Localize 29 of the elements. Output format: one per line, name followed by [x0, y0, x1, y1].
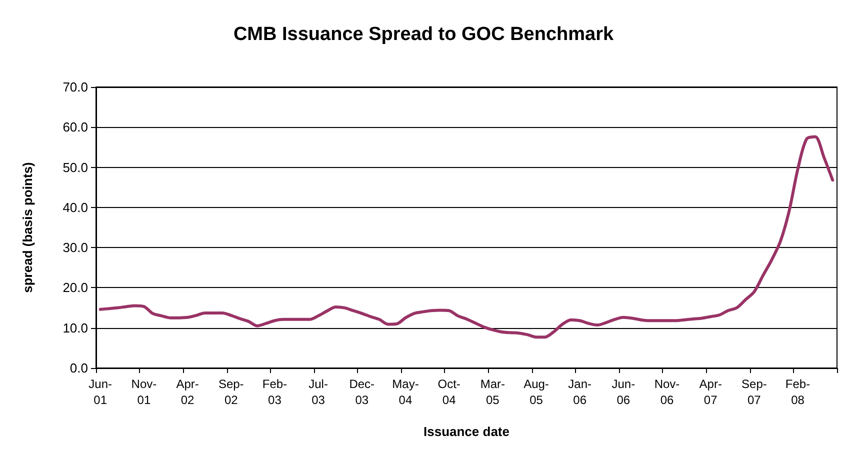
- y-tick-label: 10.0: [62, 320, 88, 336]
- x-tick-label: Nov-06: [654, 377, 680, 407]
- x-tick-label: Jun-01: [88, 377, 112, 407]
- x-tick-label: Dec-03: [349, 377, 375, 407]
- x-tick-label: Jun-06: [612, 377, 636, 407]
- y-tick-label: 0.0: [70, 360, 88, 376]
- x-tick-label: May-04: [392, 377, 419, 407]
- y-axis-title: spread (basis points): [20, 162, 35, 293]
- x-tick-label: Apr-07: [699, 377, 722, 407]
- line-series: [98, 135, 834, 339]
- y-tick-label: 60.0: [62, 120, 88, 135]
- x-tick-label: Nov-01: [131, 377, 157, 407]
- y-tick-label: 70.0: [62, 80, 88, 94]
- x-tick-label: Jul-03: [308, 377, 328, 407]
- x-tick-label: Feb-08: [785, 377, 810, 407]
- y-tick-label: 20.0: [62, 280, 88, 296]
- x-tick-label: Feb-03: [262, 377, 288, 407]
- x-tick-label: Jan-06: [568, 377, 592, 407]
- y-tick-label: 50.0: [62, 160, 88, 175]
- x-tick-label: Sep-02: [218, 377, 244, 407]
- x-tick-label: Apr-02: [176, 377, 199, 407]
- x-tick-label: Sep-07: [742, 377, 767, 407]
- x-tick-label: Mar-05: [480, 377, 505, 407]
- x-axis-title: Issuance date: [424, 424, 510, 439]
- x-tick-label: Aug-05: [524, 377, 549, 407]
- y-tick-label: 30.0: [62, 240, 88, 256]
- chart-title: CMB Issuance Spread to GOC Benchmark: [233, 24, 614, 45]
- x-tick-label: Oct-04: [438, 377, 460, 407]
- y-tick-label: 40.0: [62, 200, 88, 215]
